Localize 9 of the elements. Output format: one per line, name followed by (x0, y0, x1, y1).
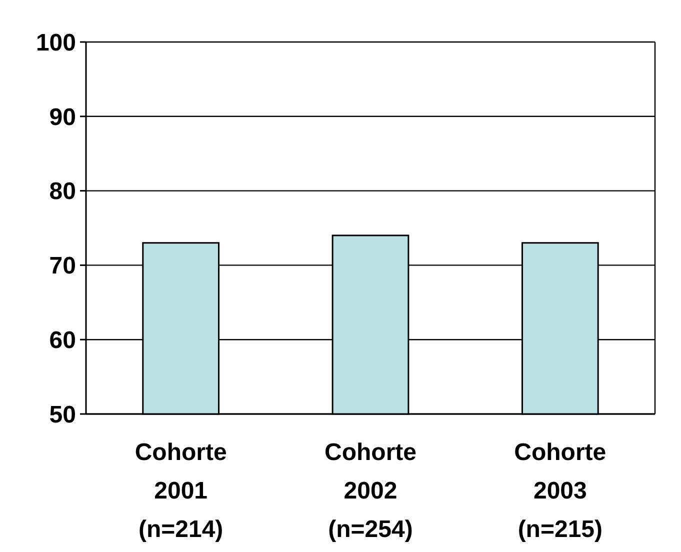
x-tick-label: Cohorte 2001 (n=214) (134, 439, 227, 543)
x-tick-label: Cohorte 2003 (n=215) (514, 439, 606, 543)
y-tick-label: 50 (49, 401, 76, 428)
y-tick-label: 70 (49, 252, 76, 280)
x-tick-label: Cohorte 2002 (n=254) (324, 439, 416, 543)
y-tick-label: 80 (49, 178, 76, 206)
y-tick-label: 60 (49, 327, 76, 354)
y-tick-label: 90 (49, 104, 76, 131)
y-tick-label: 100 (36, 29, 76, 56)
